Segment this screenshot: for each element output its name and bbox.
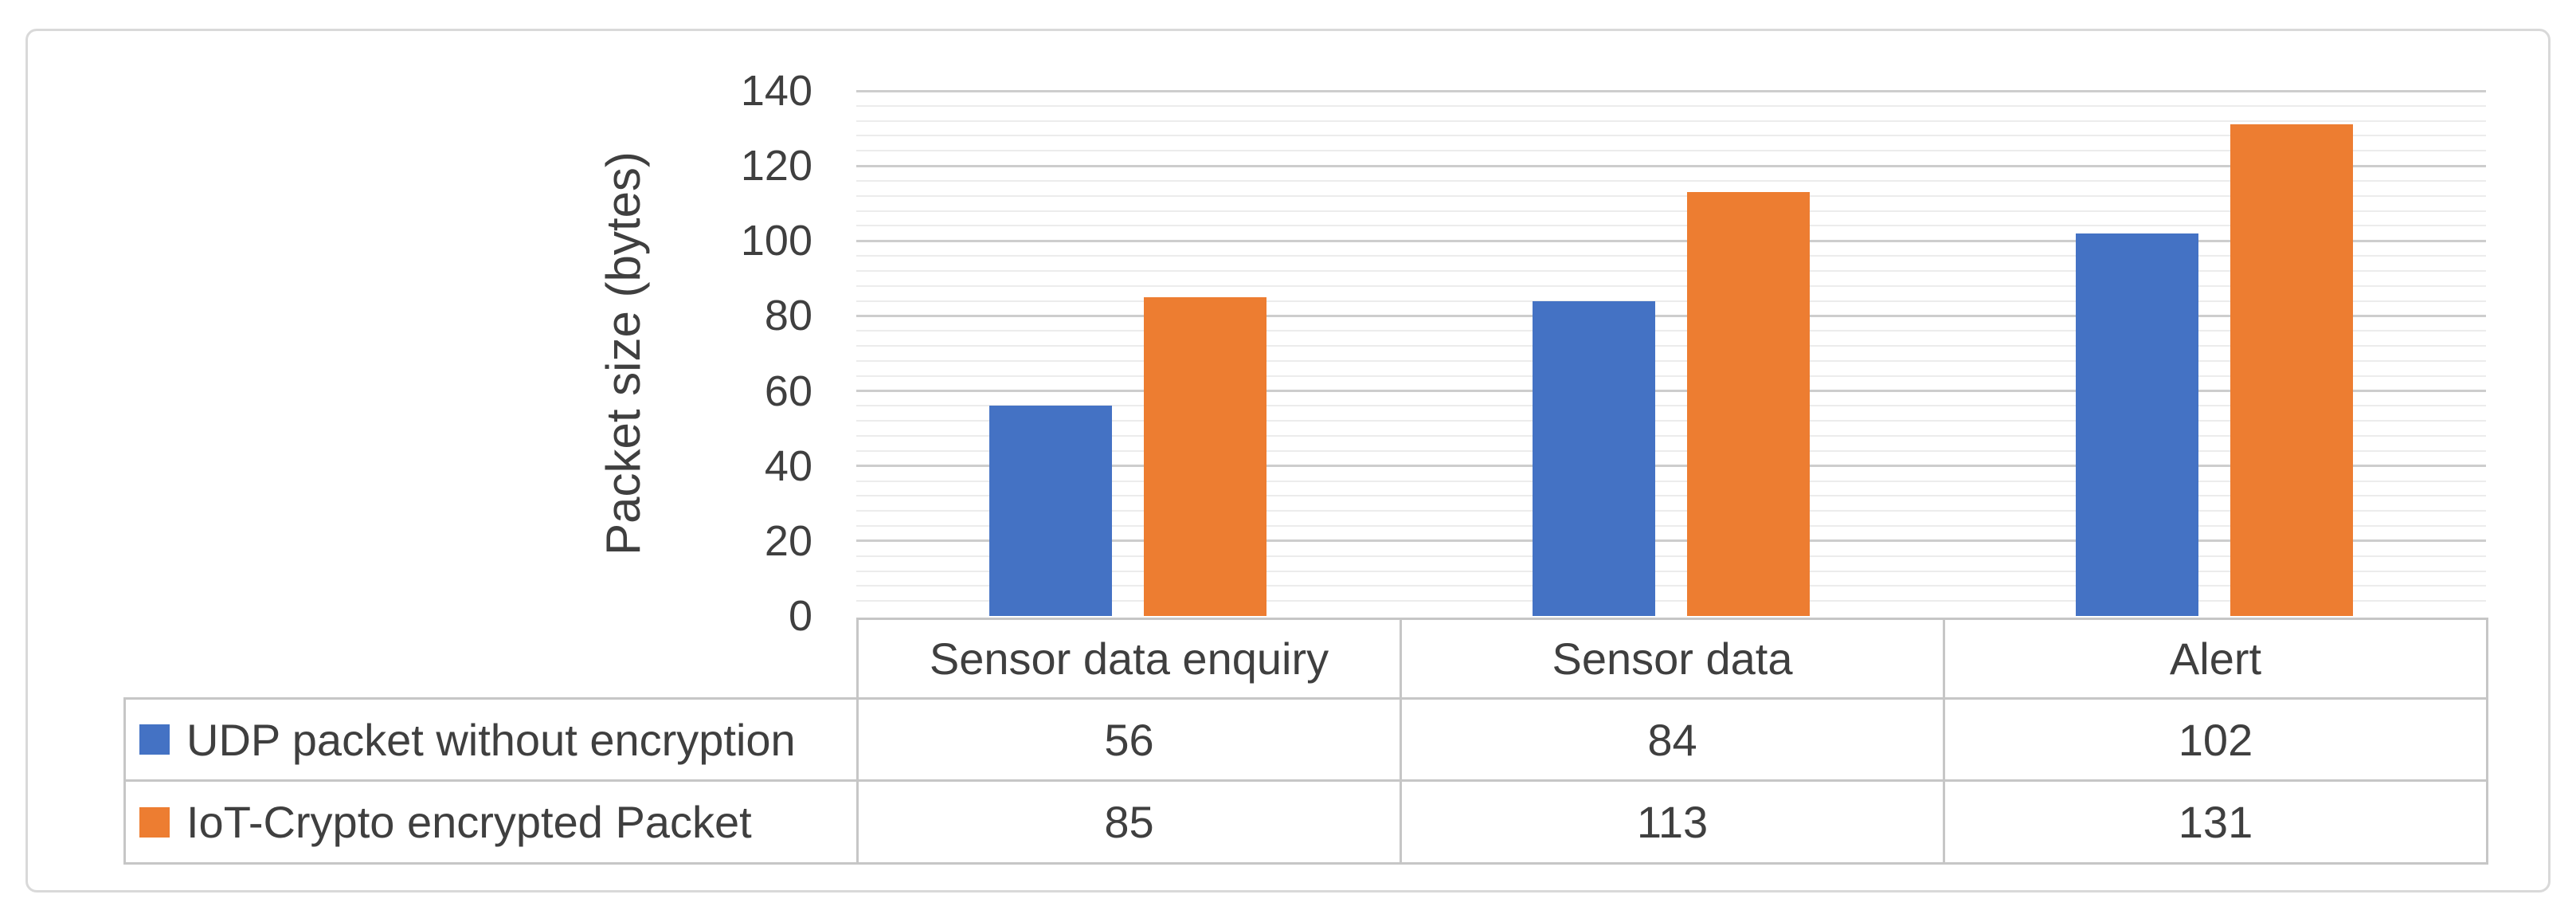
bar-udp-packet-without-encryption-sensor-data-enquiry	[989, 406, 1112, 616]
y-gridline-minor-76	[856, 330, 2486, 332]
legend-cell-iot-crypto-encrypted-packet: IoT-Crypto encrypted Packet	[123, 779, 859, 865]
y-gridline-minor-84	[856, 300, 2486, 302]
legend-label-iot-crypto-encrypted-packet: IoT-Crypto encrypted Packet	[186, 797, 752, 847]
y-axis-tick-labels: 0 20 40 60 80 100 120 140	[589, 67, 812, 640]
y-gridline-minor-64	[856, 375, 2486, 377]
y-gridline-minor-112	[856, 194, 2486, 197]
y-gridline-minor-56	[856, 405, 2486, 407]
y-gridline-minor-96	[856, 255, 2486, 257]
y-gridline-minor-28	[856, 510, 2486, 512]
y-gridline-major-40	[856, 465, 2486, 468]
y-gridline-major-100	[856, 239, 2486, 242]
y-gridline-minor-104	[856, 225, 2486, 227]
table-value-udp-packet-without-encryption-sensor-data: 84	[1400, 697, 1945, 782]
y-gridline-major-120	[856, 164, 2486, 167]
y-gridline-minor-44	[856, 449, 2486, 452]
table-value-iot-crypto-encrypted-packet-sensor-data-enquiry: 85	[856, 779, 1402, 865]
y-gridline-minor-12	[856, 570, 2486, 572]
plot-area	[856, 89, 2486, 616]
legend-cell-udp-packet-without-encryption: UDP packet without encryption	[123, 697, 859, 782]
bar-udp-packet-without-encryption-alert	[2076, 233, 2198, 616]
y-tick-label-120: 120	[740, 142, 812, 190]
bar-iot-crypto-encrypted-packet-sensor-data	[1687, 192, 1810, 616]
y-gridline-major-140	[856, 89, 2486, 92]
y-gridline-minor-4	[856, 600, 2486, 602]
y-gridline-minor-88	[856, 284, 2486, 287]
y-tick-label-80: 80	[764, 292, 812, 340]
y-tick-label-0: 0	[788, 592, 812, 640]
y-gridline-minor-108	[856, 210, 2486, 212]
y-gridline-minor-124	[856, 150, 2486, 152]
y-gridline-minor-68	[856, 359, 2486, 362]
y-tick-label-40: 40	[764, 441, 812, 490]
table-header-sensor-data-enquiry: Sensor data enquiry	[856, 618, 1402, 700]
y-gridline-minor-36	[856, 480, 2486, 482]
bar-iot-crypto-encrypted-packet-sensor-data-enquiry	[1144, 296, 1266, 616]
table-value-iot-crypto-encrypted-packet-sensor-data: 113	[1400, 779, 1945, 865]
table-value-udp-packet-without-encryption-sensor-data-enquiry: 56	[856, 697, 1402, 782]
y-gridline-minor-116	[856, 179, 2486, 182]
y-gridline-minor-92	[856, 269, 2486, 272]
y-gridline-minor-48	[856, 435, 2486, 437]
bar-iot-crypto-encrypted-packet-alert	[2230, 124, 2353, 616]
legend-label-udp-packet-without-encryption: UDP packet without encryption	[186, 714, 796, 765]
y-gridline-minor-24	[856, 525, 2486, 528]
y-gridline-minor-128	[856, 135, 2486, 137]
y-gridline-major-20	[856, 539, 2486, 543]
y-gridline-minor-8	[856, 585, 2486, 587]
y-gridline-minor-32	[856, 495, 2486, 497]
legend-swatch-udp-packet-without-encryption	[139, 724, 170, 755]
y-gridline-minor-132	[856, 120, 2486, 122]
y-tick-label-140: 140	[740, 67, 812, 115]
y-tick-label-60: 60	[764, 367, 812, 415]
y-gridline-minor-72	[856, 345, 2486, 347]
y-gridline-minor-52	[856, 420, 2486, 422]
legend-swatch-iot-crypto-encrypted-packet	[139, 806, 170, 838]
y-tick-label-20: 20	[764, 516, 812, 565]
y-tick-label-100: 100	[740, 217, 812, 265]
table-value-udp-packet-without-encryption-alert: 102	[1943, 697, 2488, 782]
table-header-alert: Alert	[1943, 618, 2488, 700]
y-gridline-major-60	[856, 390, 2486, 393]
y-gridline-minor-136	[856, 104, 2486, 107]
table-header-sensor-data: Sensor data	[1400, 618, 1945, 700]
table-value-iot-crypto-encrypted-packet-alert: 131	[1943, 779, 2488, 865]
bar-udp-packet-without-encryption-sensor-data	[1533, 300, 1655, 616]
y-gridline-major-80	[856, 314, 2486, 317]
y-gridline-minor-16	[856, 555, 2486, 557]
